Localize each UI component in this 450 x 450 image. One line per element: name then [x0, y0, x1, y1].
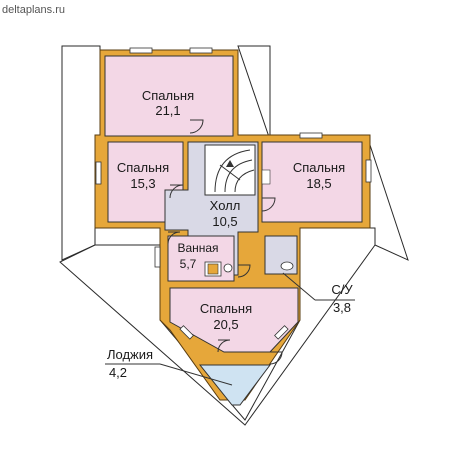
bath-fixtures [204, 261, 233, 277]
label-bathroom-name: Ванная [177, 241, 218, 255]
doors [167, 119, 283, 365]
room-bedroom-right [261, 141, 363, 223]
staircase [204, 144, 256, 196]
windows [95, 47, 372, 340]
label-bedroom-right-name: Спальня [293, 160, 345, 175]
label-bedroom-top-name: Спальня [142, 88, 194, 103]
wc-fixtures [280, 261, 294, 271]
watermark: deltaplans.ru [2, 4, 65, 16]
label-hall-area: 10,5 [212, 214, 237, 229]
radiator [261, 169, 271, 185]
label-bedroom-left-area: 15,3 [130, 176, 155, 191]
label-bedroom-right-area: 18,5 [306, 176, 331, 191]
label-loggia-name: Лоджия [107, 347, 153, 362]
wc-leader-line [282, 272, 316, 301]
label-bedroom-left-name: Спальня [117, 160, 169, 175]
room-bathroom [167, 235, 235, 282]
label-bedroom-bottom-name: Спальня [200, 301, 252, 316]
room-loggia [198, 364, 271, 406]
label-wc-area: 3,8 [333, 300, 351, 315]
label-wc-name: С/У [331, 282, 353, 297]
room-bedroom-top [104, 55, 234, 137]
label-loggia-area: 4,2 [109, 365, 127, 380]
label-hall-name: Холл [210, 198, 241, 213]
label-bathroom-area: 5,7 [180, 257, 197, 271]
label-bedroom-top-area: 21,1 [155, 103, 180, 118]
label-bedroom-bottom-area: 20,5 [213, 317, 238, 332]
loggia-leader-line [159, 363, 233, 386]
roof-outline-left [61, 45, 101, 261]
